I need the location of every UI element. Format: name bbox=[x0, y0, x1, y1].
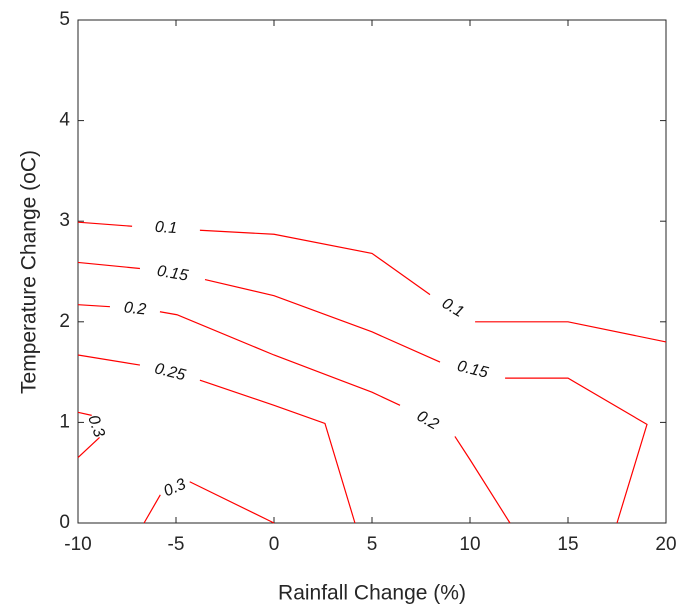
x-tick-label: 20 bbox=[655, 534, 676, 555]
contour-label: 0.2 bbox=[123, 299, 147, 318]
contour-line bbox=[77, 221, 667, 343]
x-axis-label: Rainfall Change (%) bbox=[278, 582, 466, 605]
contour-line bbox=[77, 411, 100, 459]
y-tick-label: 4 bbox=[59, 110, 70, 131]
plot-frame bbox=[77, 19, 667, 524]
x-tick-label: 15 bbox=[557, 534, 578, 555]
x-tick-label: -5 bbox=[168, 534, 185, 555]
contour-line bbox=[77, 304, 511, 524]
y-tick-label: 3 bbox=[59, 210, 70, 231]
y-axis-label: Temperature Change (oC) bbox=[18, 150, 41, 394]
x-tick-label: -10 bbox=[64, 534, 91, 555]
contour-label: 0.3 bbox=[84, 413, 107, 440]
contour-line bbox=[77, 354, 356, 524]
contour-line bbox=[143, 481, 275, 524]
y-tick-label: 1 bbox=[59, 411, 70, 432]
x-tick-label: 5 bbox=[367, 534, 378, 555]
contour-label: 0.1 bbox=[154, 219, 177, 237]
x-tick-label: 10 bbox=[459, 534, 480, 555]
y-tick-label: 2 bbox=[59, 311, 70, 332]
y-tick-label: 5 bbox=[59, 9, 70, 30]
y-tick-label: 0 bbox=[59, 512, 70, 533]
x-tick-label: 0 bbox=[269, 534, 280, 555]
contour-label: 0.15 bbox=[156, 263, 190, 285]
contour-line bbox=[77, 261, 648, 524]
